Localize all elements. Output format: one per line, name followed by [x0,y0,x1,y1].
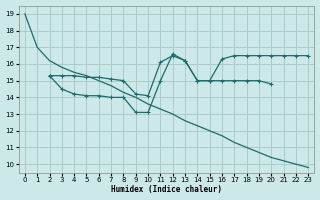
X-axis label: Humidex (Indice chaleur): Humidex (Indice chaleur) [111,185,222,194]
